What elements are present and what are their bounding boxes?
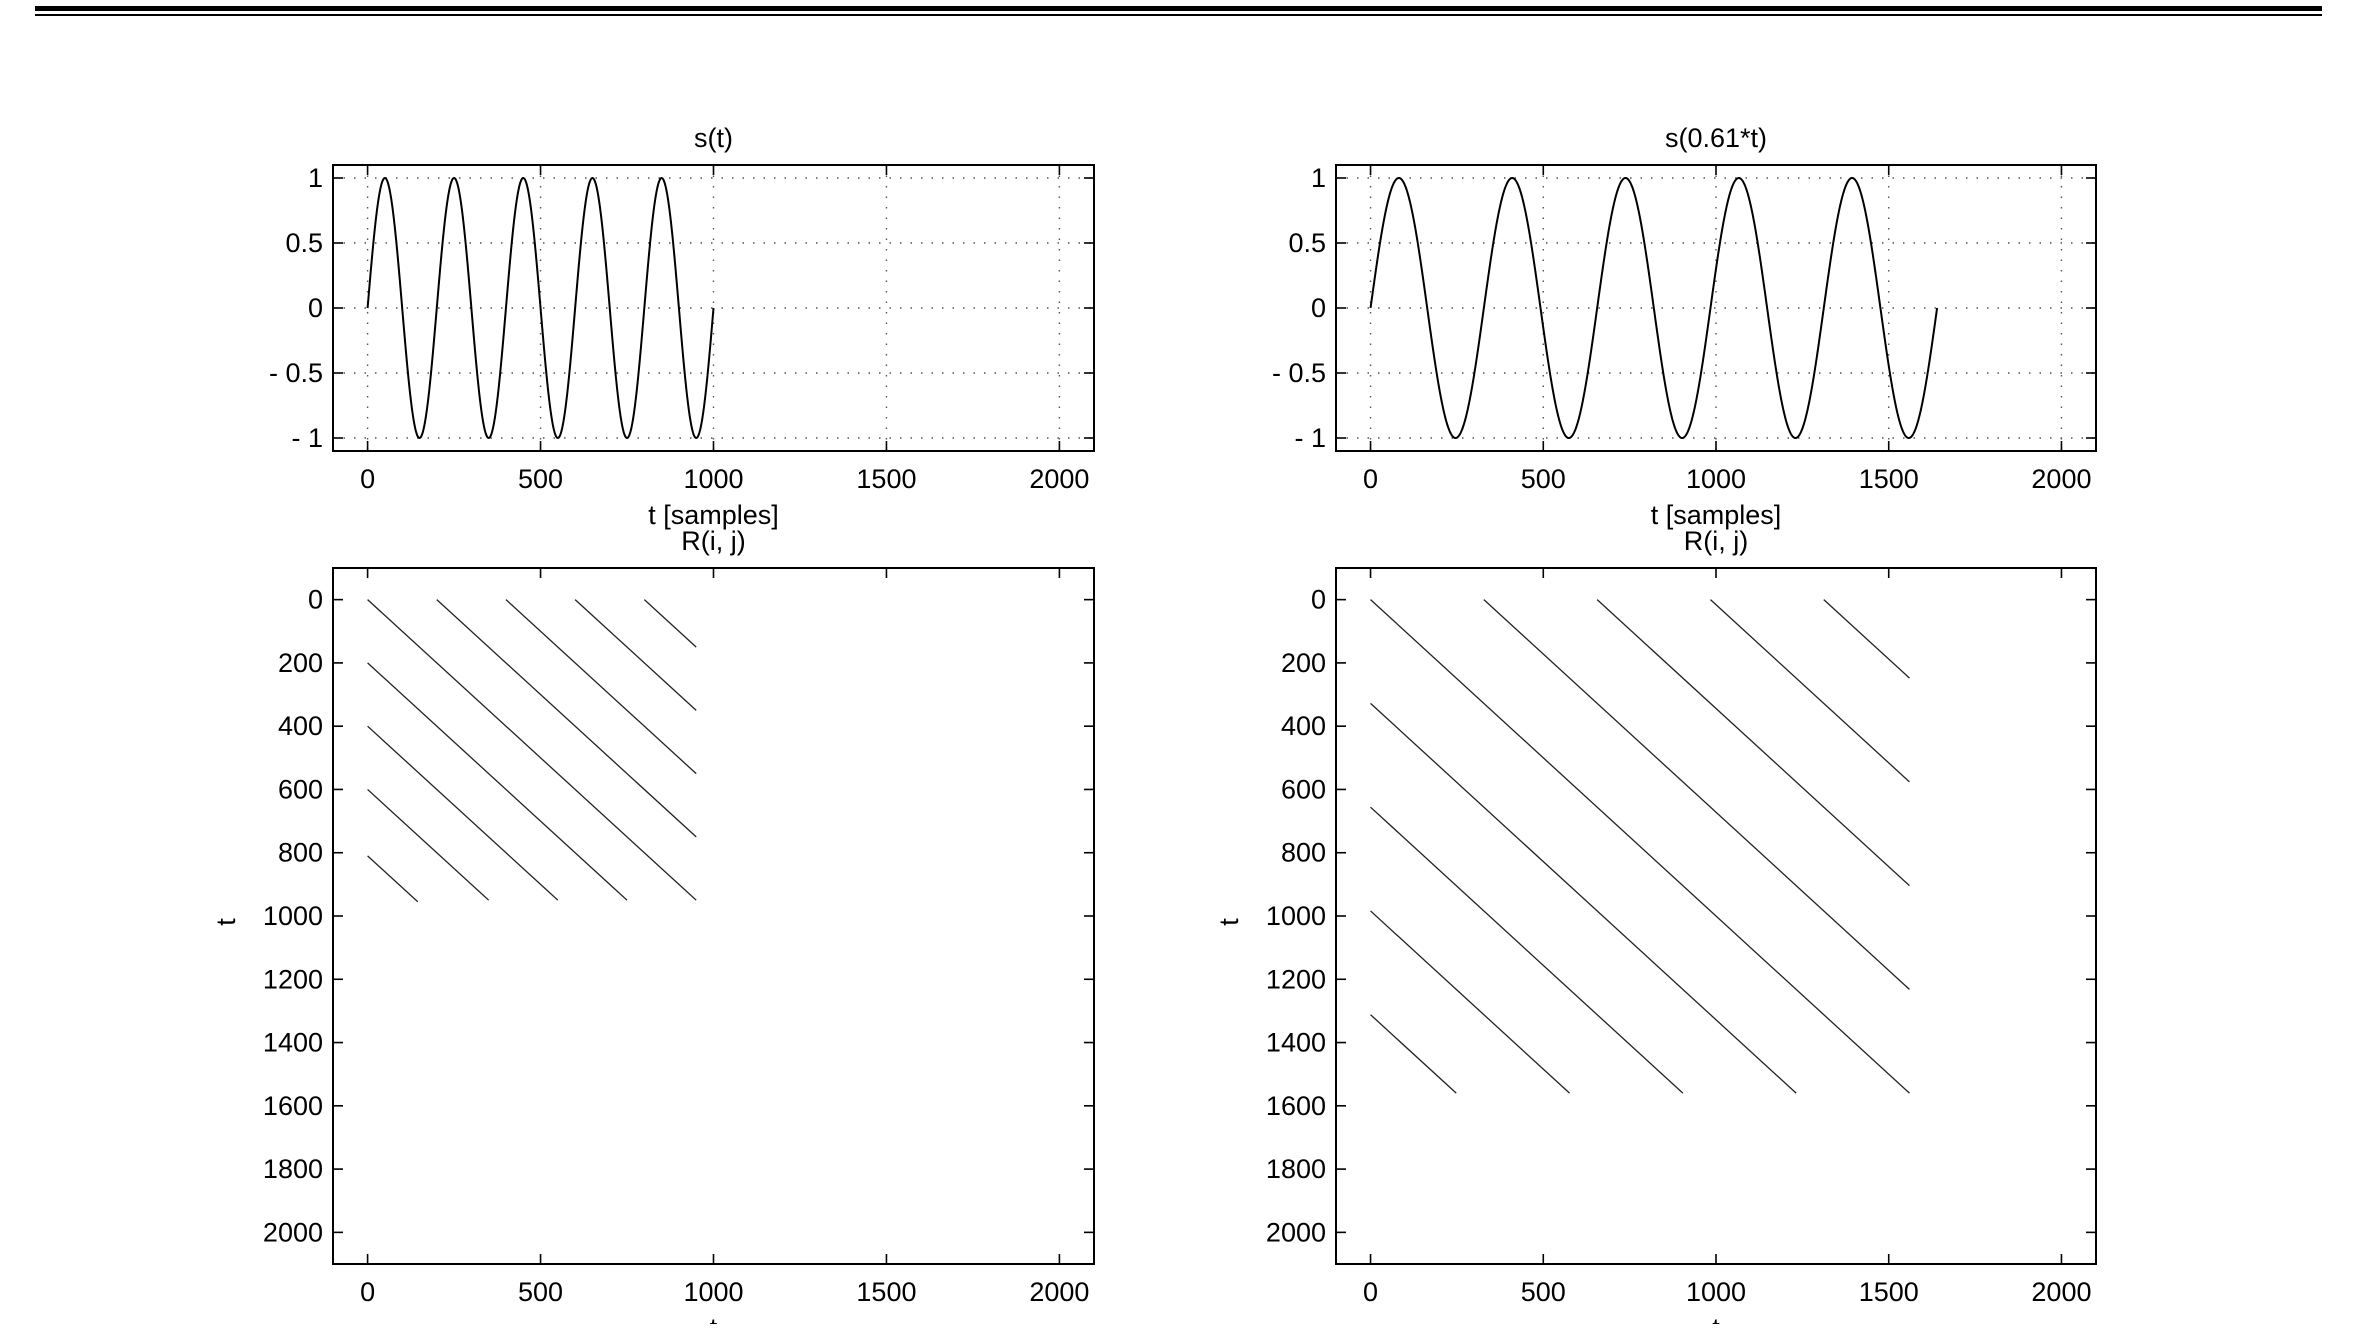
plot-title: R(i, j) xyxy=(681,526,745,556)
y-tick-label: 1 xyxy=(308,163,323,193)
y-tick-label: 1000 xyxy=(1266,901,1326,931)
y-tick-label: 2000 xyxy=(263,1217,323,1247)
x-tick-label: 1500 xyxy=(856,1277,916,1307)
y-tick-label: - 1 xyxy=(291,423,323,453)
recurrence-diagonal xyxy=(367,599,697,901)
x-tick-label: 1000 xyxy=(683,464,743,494)
recurrence-plot-original: R(i, j) t t 0 500 1000 1500 2000 0 200 400 600 80… xyxy=(211,526,1095,1329)
recurrence-diagonal xyxy=(1710,599,1910,783)
x-axis-label: t xyxy=(1712,1313,1720,1324)
x-tick-label: 0 xyxy=(1363,1277,1378,1307)
y-tick-label: - 0.5 xyxy=(1272,358,1326,388)
y-axis-label: t xyxy=(211,918,241,926)
recurrence-diagonal xyxy=(1370,702,1797,1094)
plot-title: s(t) xyxy=(694,123,733,153)
recurrence-diagonal xyxy=(1483,599,1910,990)
y-tick-label: 1200 xyxy=(263,964,323,994)
y-tick-label: 1800 xyxy=(263,1154,323,1184)
recurrence-diagonal xyxy=(505,599,697,775)
x-tick-label: 1000 xyxy=(1686,464,1746,494)
y-tick-label: 400 xyxy=(278,711,323,741)
y-tick-label: 0 xyxy=(1311,585,1326,615)
recurrence-diagonal xyxy=(367,788,490,901)
x-tick-label: 0 xyxy=(1363,464,1378,494)
recurrence-diagonal xyxy=(1370,806,1684,1094)
recurrence-diagonal xyxy=(367,662,628,901)
plot-title: s(0.61*t) xyxy=(1665,123,1767,153)
recurrence-diagonal xyxy=(1823,599,1910,679)
x-tick-label: 500 xyxy=(1521,464,1566,494)
y-axis-label: t xyxy=(1214,918,1244,926)
x-tick-label: 2000 xyxy=(1029,464,1089,494)
y-tick-label: - 1 xyxy=(1294,423,1326,453)
x-tick-label: 2000 xyxy=(1029,1277,1089,1307)
y-tick-label: 400 xyxy=(1281,711,1326,741)
y-tick-label: 1400 xyxy=(1266,1028,1326,1058)
y-tick-label: 600 xyxy=(278,774,323,804)
signal-plot-original: s(t) t [samples] 0 500 1000 1500 2000 1 0.5 0 - … xyxy=(269,123,1095,530)
y-tick-label: 600 xyxy=(1281,774,1326,804)
x-tick-label: 0 xyxy=(360,1277,375,1307)
y-tick-label: 200 xyxy=(1281,648,1326,678)
signal-line xyxy=(366,176,715,440)
y-tick-label: 0.5 xyxy=(1288,228,1326,258)
y-tick-label: 0 xyxy=(1311,293,1326,323)
signal-plot-scaled: s(0.61*t) t [samples] 0 500 1000 1500 2000 1 0… xyxy=(1272,123,2097,530)
x-tick-label: 1500 xyxy=(856,464,916,494)
x-tick-label: 2000 xyxy=(2031,464,2091,494)
y-tick-label: 2000 xyxy=(1266,1217,1326,1247)
recurrence-diagonal xyxy=(1596,599,1910,887)
y-tick-label: 800 xyxy=(278,838,323,868)
recurrence-diagonal xyxy=(574,599,697,711)
recurrence-diagonal xyxy=(643,599,697,648)
y-tick-label: 0 xyxy=(308,585,323,615)
x-tick-label: 1000 xyxy=(1686,1277,1746,1307)
x-tick-label: 2000 xyxy=(2031,1277,2091,1307)
x-tick-label: 500 xyxy=(518,1277,563,1307)
x-tick-label: 500 xyxy=(518,464,563,494)
x-tick-label: 0 xyxy=(360,464,375,494)
y-tick-label: 1600 xyxy=(263,1091,323,1121)
recurrence-diagonal xyxy=(1370,910,1570,1094)
signal-line xyxy=(1369,176,1939,440)
recurrence-diagonal xyxy=(367,855,419,903)
x-axis-label: t [samples] xyxy=(1651,500,1782,530)
recurrence-diagonal xyxy=(436,599,697,838)
y-tick-label: 1200 xyxy=(1266,964,1326,994)
y-tick-label: 1400 xyxy=(263,1028,323,1058)
y-tick-label: 1800 xyxy=(1266,1154,1326,1184)
y-tick-label: 0.5 xyxy=(285,228,323,258)
y-tick-label: 800 xyxy=(1281,838,1326,868)
recurrence-diagonal xyxy=(1370,1014,1457,1094)
x-tick-label: 500 xyxy=(1521,1277,1566,1307)
y-tick-label: 0 xyxy=(308,293,323,323)
recurrence-diagonal xyxy=(1370,599,1910,1094)
y-tick-label: - 0.5 xyxy=(269,358,323,388)
recurrence-diagonal xyxy=(367,725,559,901)
x-axis-label: t [samples] xyxy=(648,500,779,530)
y-tick-label: 1600 xyxy=(1266,1091,1326,1121)
x-tick-label: 1000 xyxy=(683,1277,743,1307)
header-rule xyxy=(35,6,2322,16)
plot-title: R(i, j) xyxy=(1684,526,1748,556)
y-tick-label: 1000 xyxy=(263,901,323,931)
y-tick-label: 200 xyxy=(278,648,323,678)
x-tick-label: 1500 xyxy=(1859,464,1919,494)
x-tick-label: 1500 xyxy=(1859,1277,1919,1307)
y-tick-label: 1 xyxy=(1311,163,1326,193)
x-axis-label: t xyxy=(710,1313,718,1324)
recurrence-plot-scaled: R(i, j) t t 0 500 1000 1500 2000 0 200 400 600 80… xyxy=(1214,526,2097,1329)
